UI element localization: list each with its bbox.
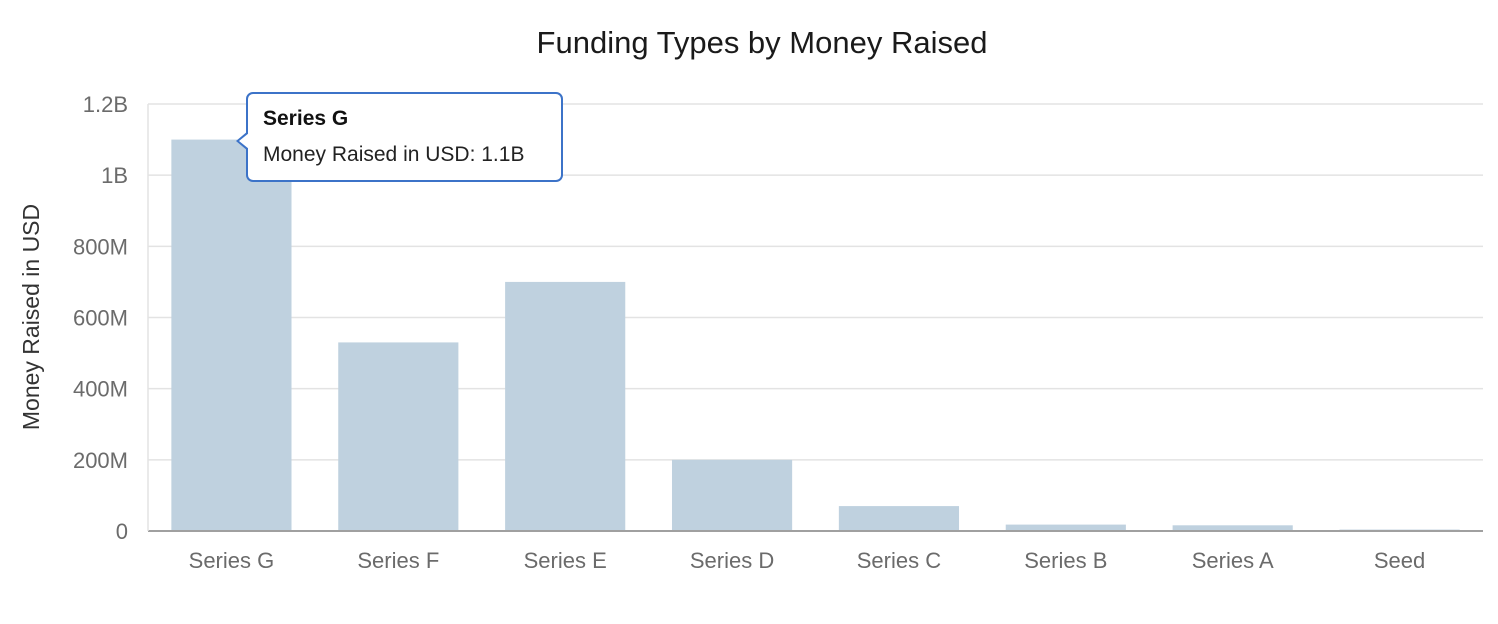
x-tick-label: Series G <box>189 548 275 573</box>
y-tick-label: 0 <box>116 519 128 544</box>
bar-series-c[interactable] <box>838 506 960 531</box>
bar-series-a[interactable] <box>1172 525 1293 531</box>
y-tick-label: 400M <box>73 377 128 402</box>
bar-series-b[interactable] <box>1005 524 1126 531</box>
x-tick-label: Series D <box>690 548 774 573</box>
x-tick-label: Series E <box>524 548 607 573</box>
y-tick-label: 1.2B <box>83 92 128 117</box>
y-tick-labels: 0 200M 400M 600M 800M 1B 1.2B <box>73 92 128 544</box>
x-tick-label: Seed <box>1374 548 1425 573</box>
y-tick-label: 200M <box>73 448 128 473</box>
chart-title: Funding Types by Money Raised <box>537 25 988 60</box>
tooltip-title: Series G <box>263 107 349 130</box>
y-tick-label: 600M <box>73 306 128 331</box>
x-tick-labels: Series G Series F Series E Series D Series C… <box>189 548 1426 573</box>
tooltip: Series G Money Raised in USD: 1.1B <box>236 92 563 182</box>
bar-series-f[interactable] <box>338 342 459 531</box>
x-tick-label: Series B <box>1024 548 1107 573</box>
x-tick-label: Series A <box>1192 548 1274 573</box>
bar-series-g[interactable] <box>171 139 292 532</box>
x-tick-label: Series C <box>857 548 941 573</box>
bars <box>171 139 1460 532</box>
x-tick-label: Series F <box>357 548 439 573</box>
bar-series-d[interactable] <box>671 459 793 531</box>
y-axis-title: Money Raised in USD <box>18 204 44 430</box>
bar-series-e[interactable] <box>505 281 626 531</box>
y-tick-label: 800M <box>73 234 128 259</box>
y-tick-label: 1B <box>101 163 128 188</box>
tooltip-value: Money Raised in USD: 1.1B <box>263 143 525 166</box>
